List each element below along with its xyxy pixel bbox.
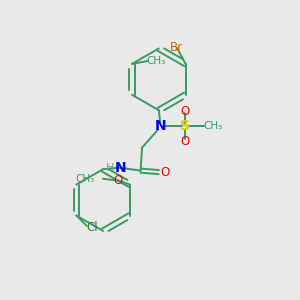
Text: Cl: Cl: [86, 221, 98, 234]
Text: O: O: [161, 166, 170, 178]
Text: O: O: [181, 135, 190, 148]
Text: S: S: [180, 119, 190, 134]
Text: O: O: [181, 105, 190, 118]
Text: H: H: [106, 163, 114, 173]
Text: CH₃: CH₃: [75, 174, 94, 184]
Text: CH₃: CH₃: [203, 122, 222, 131]
Text: O: O: [113, 174, 122, 187]
Text: CH₃: CH₃: [147, 56, 166, 66]
Text: Br: Br: [170, 41, 183, 54]
Text: N: N: [115, 161, 127, 175]
Text: N: N: [154, 119, 166, 134]
